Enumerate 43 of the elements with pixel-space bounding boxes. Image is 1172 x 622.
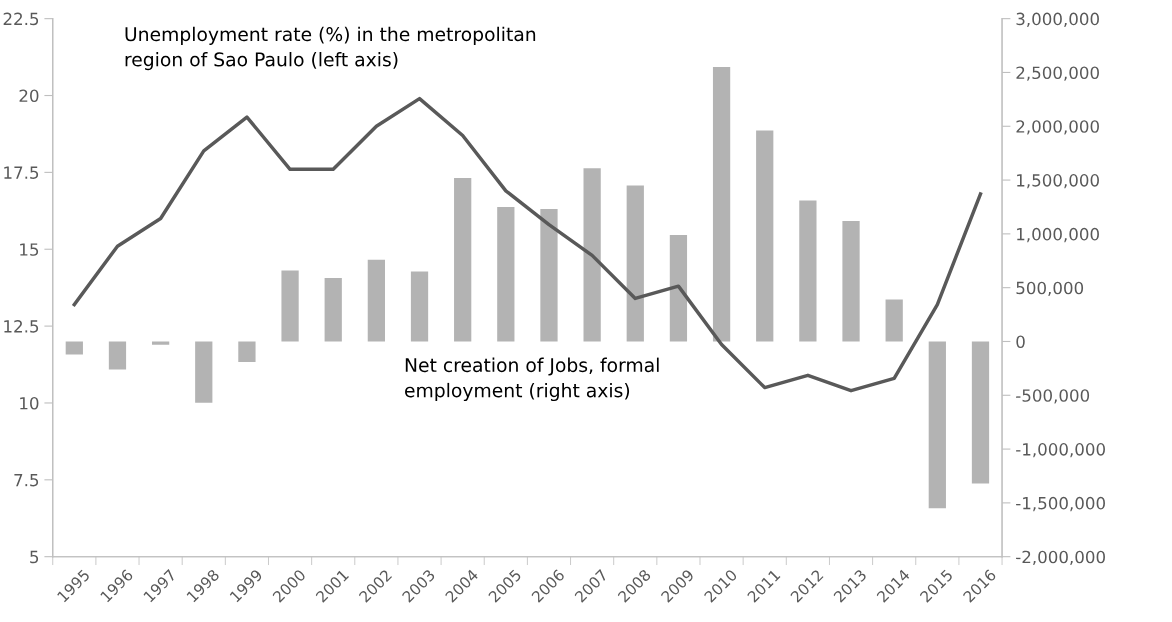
y2-tick-label: 0 — [1016, 335, 1025, 349]
bar — [195, 341, 213, 403]
annotation: Net creation of Jobs, formal employment (right axis) — [405, 357, 659, 402]
y-tick-label: 17.5 — [4, 166, 39, 179]
y-tick-label: 15 — [20, 243, 39, 256]
bar — [756, 130, 774, 342]
y2-tick-label: 500,000 — [1016, 281, 1084, 296]
bar — [583, 168, 601, 342]
bar — [108, 341, 127, 370]
annotation: Unemployment rate (%) in the metropolitan region of Sao Paulo (left axis) — [125, 26, 536, 71]
y2-tick-label: 3,000,000 — [1016, 12, 1099, 27]
y-tick-label: 7.5 — [14, 474, 39, 487]
bar — [324, 277, 342, 342]
y2-tick-label: 1,000,000 — [1017, 227, 1099, 243]
bar — [454, 177, 472, 342]
y2-tick-label: 2,500,000 — [1016, 66, 1099, 81]
y-tick-label: 5 — [30, 550, 39, 564]
y2-tick-label: -1,500,000 — [1016, 496, 1105, 512]
bar — [410, 271, 429, 342]
bar — [65, 341, 83, 355]
y2-tick-label: 2,000,000 — [1016, 120, 1099, 135]
bar — [238, 341, 256, 362]
bar — [151, 341, 170, 345]
bar — [626, 185, 644, 342]
y2-tick-label: -500,000 — [1016, 389, 1090, 404]
y2-tick-label: -2,000,000 — [1016, 550, 1105, 565]
bar — [842, 220, 860, 342]
y2-tick-label: -1,000,000 — [1016, 443, 1105, 458]
y-tick-label: 12.5 — [4, 320, 39, 333]
bar — [971, 341, 990, 484]
y-tick-label: 22.5 — [3, 12, 39, 26]
y-tick-label: 20 — [19, 89, 39, 103]
y2-tick-label: 1,500,000 — [1017, 174, 1099, 189]
bar — [799, 200, 817, 342]
bar — [669, 234, 688, 342]
bar — [885, 299, 903, 342]
bar — [540, 209, 558, 342]
bar — [497, 206, 515, 342]
y-tick-label: 10 — [20, 396, 39, 410]
bar — [928, 341, 946, 509]
bar — [281, 270, 299, 342]
bar — [367, 259, 385, 342]
bar — [712, 67, 731, 342]
